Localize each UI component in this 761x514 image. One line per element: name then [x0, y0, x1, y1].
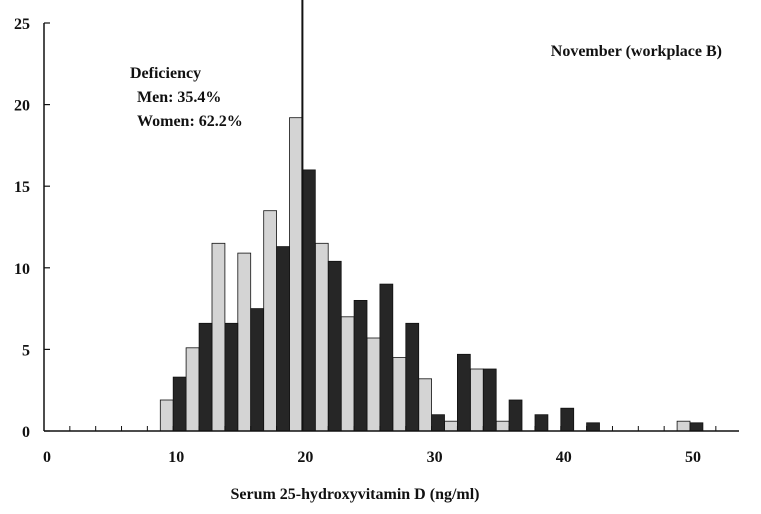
- bar-series1-14: [676, 420, 691, 432]
- bar-series1-2: [211, 242, 226, 432]
- bar-series2-3: [250, 308, 264, 432]
- x-axis-title: Serum 25-hydroxyvitamin D (ng/ml): [230, 486, 479, 503]
- y-tick-label-0: 0: [22, 424, 30, 441]
- bars-group: [159, 117, 704, 432]
- deficiency-title: Deficiency: [130, 65, 201, 82]
- bar-series2-1: [198, 322, 213, 432]
- bar-series1-5: [289, 117, 303, 432]
- bar-series2-17: [689, 422, 704, 432]
- bar-series2-11: [456, 353, 471, 432]
- x-tick-label-0: 0: [43, 449, 51, 466]
- bar-series2-15: [560, 407, 575, 432]
- deficiency-women: Women: 62.2%: [137, 113, 243, 130]
- bar-series1-11: [444, 420, 458, 432]
- bar-series1-8: [366, 337, 381, 432]
- bar-series1-4: [263, 210, 278, 432]
- axes-group: 0 5 10 15 20 25 0 10 20 30 40 50: [14, 16, 739, 466]
- bar-series1-3: [237, 252, 252, 432]
- bar-series2-9: [405, 322, 420, 432]
- bar-series1-12: [469, 368, 484, 432]
- bar-series2-12: [482, 368, 497, 432]
- bar-series2-13: [508, 399, 523, 432]
- x-tick-label-20: 20: [297, 449, 313, 466]
- bar-series2-8: [379, 283, 394, 432]
- panel-label: November (workplace B): [551, 43, 722, 60]
- x-tick-label-30: 30: [427, 449, 443, 466]
- y-tick-label-20: 20: [14, 98, 30, 115]
- x-tick-label-50: 50: [685, 449, 701, 466]
- bar-series1-10: [418, 378, 433, 432]
- bar-series2-16: [586, 422, 600, 432]
- bar-series1-1: [185, 347, 200, 432]
- bar-series2-14: [534, 414, 549, 432]
- bar-series1-6: [314, 242, 329, 432]
- bar-series1-9: [392, 357, 407, 432]
- bar-series2-2: [224, 322, 239, 432]
- y-tick-label-25: 25: [14, 16, 30, 33]
- bar-series1-7: [340, 316, 355, 432]
- bar-series2-10: [431, 414, 445, 432]
- bar-series2-7: [353, 299, 368, 432]
- y-tick-label-15: 15: [14, 179, 30, 196]
- y-tick-label-5: 5: [22, 342, 30, 359]
- bar-series2-6: [327, 260, 342, 432]
- bar-series1-0: [159, 399, 174, 432]
- bar-series1-13: [495, 420, 510, 432]
- x-tick-label-10: 10: [168, 449, 184, 466]
- deficiency-men: Men: 35.4%: [137, 89, 221, 106]
- y-tick-label-10: 10: [14, 261, 30, 278]
- bar-series2-4: [276, 246, 290, 432]
- bar-series2-0: [172, 376, 187, 432]
- x-tick-label-40: 40: [556, 449, 572, 466]
- bar-series2-5: [301, 169, 316, 432]
